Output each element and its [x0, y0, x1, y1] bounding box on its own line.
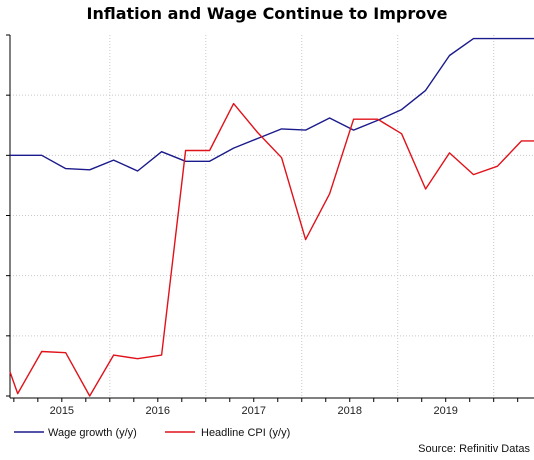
chart-title: Inflation and Wage Continue to Improve	[86, 4, 448, 23]
legend-label-wage: Wage growth (y/y)	[48, 427, 137, 439]
legend: Wage growth (y/y) Headline CPI (y/y)	[14, 427, 290, 439]
headline-cpi-line	[9, 102, 534, 397]
source-note: Source: Refinitiv Datas	[418, 443, 530, 455]
series-layer	[9, 37, 534, 397]
x-tick-label: 2016	[146, 405, 170, 417]
axis-layer: 2015 2016 2017 2018 2019	[6, 34, 534, 417]
x-tick-label: 2017	[242, 405, 266, 417]
grid-layer	[10, 35, 534, 398]
x-tick-label: 2018	[337, 405, 361, 417]
wage-growth-line	[10, 37, 534, 172]
legend-label-cpi: Headline CPI (y/y)	[201, 427, 290, 439]
x-tick-label: 2015	[50, 405, 74, 417]
x-tick-label: 2019	[433, 405, 457, 417]
